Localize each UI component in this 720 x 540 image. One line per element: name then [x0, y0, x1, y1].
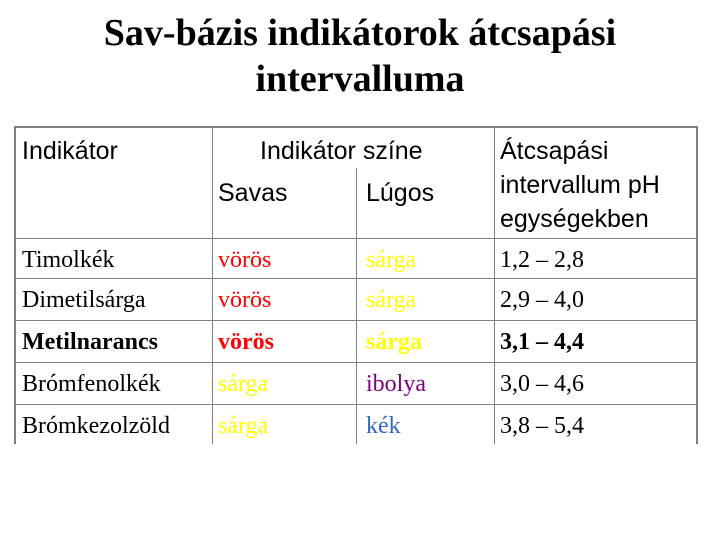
row-divider [16, 238, 696, 239]
row-divider [16, 278, 696, 279]
header-indicator-color: Indikátor színe [260, 137, 423, 165]
row-range: 3,1 – 4,4 [500, 329, 584, 355]
column-divider [356, 168, 357, 444]
header-range-line-3: egységekben [500, 205, 649, 233]
row-basic-color: kék [366, 413, 401, 439]
row-range: 3,8 – 5,4 [500, 413, 584, 439]
header-basic: Lúgos [366, 179, 435, 207]
row-basic-color: sárga [366, 247, 417, 273]
row-acidic-color: vörös [218, 287, 272, 313]
row-indicator-name: Brómfenolkék [22, 371, 161, 397]
row-basic-color: sárga [366, 287, 417, 313]
header-range-line-1: Átcsapási [500, 137, 609, 165]
row-acidic-color: vörös [218, 329, 274, 355]
row-acidic-color: sárga [218, 371, 269, 397]
row-indicator-name: Metilnarancs [22, 329, 158, 355]
indicator-table: Indikátor Indikátor színe Savas Lúgos Át… [14, 126, 698, 444]
row-range: 3,0 – 4,6 [500, 371, 584, 397]
header-acidic: Savas [218, 179, 288, 207]
row-range: 2,9 – 4,0 [500, 287, 584, 313]
header-range-line-2: intervallum pH [500, 171, 660, 199]
row-basic-color: sárga [366, 329, 422, 355]
row-divider [16, 320, 696, 321]
title-line-1: Sav-bázis indikátorok átcsapási [103, 12, 617, 54]
row-basic-color: ibolya [366, 371, 426, 397]
row-indicator-name: Dimetilsárga [22, 287, 146, 313]
row-acidic-color: sárga [218, 413, 269, 439]
row-indicator-name: Brómkezolzöld [22, 413, 170, 439]
row-acidic-color: vörös [218, 247, 272, 273]
row-divider [16, 362, 696, 363]
column-divider [212, 128, 213, 444]
row-range: 1,2 – 2,8 [500, 247, 584, 273]
row-divider [16, 404, 696, 405]
header-indicator: Indikátor [22, 137, 118, 165]
page-title: Sav-bázis indikátorok átcsapási interval… [0, 10, 720, 102]
column-divider [494, 128, 495, 444]
row-indicator-name: Timolkék [22, 247, 115, 273]
title-line-2: intervalluma [255, 58, 465, 100]
